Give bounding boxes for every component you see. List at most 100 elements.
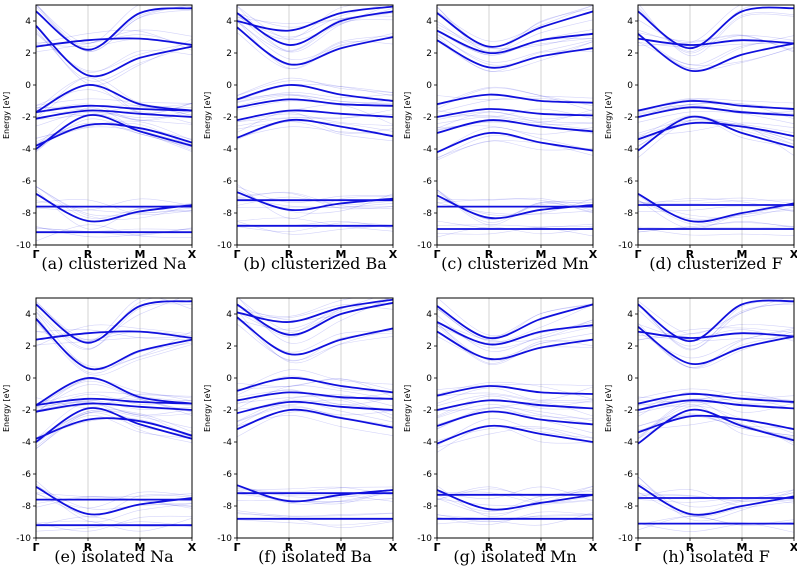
x-tick-label: M [737, 541, 748, 554]
faint-band [437, 224, 593, 237]
band-line [36, 318, 192, 371]
band-line [237, 118, 393, 139]
y-tick-label: 0 [226, 81, 232, 91]
faint-band [638, 323, 794, 342]
faint-band [36, 109, 192, 124]
band-line [437, 424, 593, 445]
band-panel: 4 2 0 -2 -4 -6 -8 -10 Energy [eV] Γ R M X [203, 297, 398, 554]
faint-band [36, 391, 192, 405]
faint-band [237, 512, 393, 528]
faint-band [237, 513, 393, 517]
y-tick-label: -6 [624, 177, 633, 187]
y-tick-label: -6 [22, 470, 31, 480]
faint-band [237, 369, 393, 393]
band-line [638, 33, 794, 72]
faint-band [437, 19, 593, 52]
x-tick-label: R [485, 541, 494, 554]
band-line [638, 121, 794, 141]
faint-band [36, 496, 192, 508]
y-tick-label: -4 [423, 145, 432, 155]
y-tick-label: -10 [16, 534, 31, 544]
faint-band [437, 491, 593, 512]
faint-band [237, 14, 393, 51]
band-line [638, 106, 794, 118]
faint-band [237, 83, 393, 101]
x-tick-label: Γ [32, 248, 39, 261]
y-tick-label: -4 [223, 438, 232, 448]
faint-band [36, 303, 192, 350]
x-tick-label: R [84, 248, 93, 261]
faint-band [638, 115, 794, 145]
faint-band [237, 519, 393, 526]
faint-band [237, 305, 393, 334]
y-axis-label: Energy [eV] [203, 92, 212, 139]
band-line [437, 321, 593, 346]
x-tick-label: X [389, 248, 398, 261]
band-line [36, 7, 192, 51]
y-tick-label: -8 [423, 502, 432, 512]
y-tick-label: -6 [223, 177, 232, 187]
faint-band [437, 86, 593, 112]
y-tick-label: -6 [624, 470, 633, 480]
faint-band [437, 109, 593, 124]
band-line [36, 402, 192, 413]
band-line [638, 100, 794, 112]
band-line [36, 417, 192, 440]
x-tick-label: R [285, 248, 294, 261]
band-line [36, 193, 192, 223]
y-axis-label: Energy [eV] [604, 385, 613, 432]
subfigure-caption: (d) clusterized F [649, 254, 783, 273]
faint-band [638, 405, 794, 446]
faint-band [638, 415, 794, 428]
y-tick-label: -4 [22, 438, 31, 448]
faint-band [237, 298, 356, 317]
band-line [237, 298, 393, 323]
faint-band [237, 92, 393, 103]
faint-band [638, 119, 794, 142]
faint-band [36, 492, 192, 498]
faint-band [36, 198, 192, 211]
faint-band [437, 111, 593, 130]
band-line [36, 407, 192, 443]
faint-band [237, 94, 393, 106]
band-line [36, 300, 192, 344]
axes-frame [236, 4, 394, 246]
band-line [237, 84, 393, 102]
faint-band [36, 33, 192, 72]
band-line [36, 25, 192, 78]
y-tick-label: 2 [25, 342, 31, 352]
band-line [638, 330, 794, 339]
band-line [237, 109, 393, 122]
faint-band [437, 401, 593, 417]
band-line [237, 301, 393, 336]
bands-group [237, 5, 393, 235]
faint-band [36, 483, 192, 523]
faint-band [437, 322, 593, 362]
faint-band [638, 413, 794, 436]
faint-band [638, 197, 794, 204]
y-tick-label: -2 [22, 113, 31, 123]
bands-group [638, 5, 794, 236]
band-line [36, 377, 192, 406]
x-tick-label: M [135, 248, 146, 261]
y-axis-label: Energy [eV] [403, 385, 412, 432]
faint-band [437, 226, 593, 235]
faint-band [638, 8, 794, 54]
y-tick-label: -4 [624, 438, 633, 448]
faint-band [237, 489, 393, 505]
y-tick-label: 2 [627, 342, 633, 352]
band-line [437, 39, 593, 69]
faint-band [437, 486, 593, 502]
faint-band [437, 514, 593, 519]
faint-band [437, 498, 593, 506]
y-tick-label: 2 [25, 49, 31, 59]
x-tick-label: X [188, 541, 197, 554]
faint-band [36, 186, 192, 220]
x-tick-label: R [686, 541, 695, 554]
faint-band [437, 404, 593, 425]
band-line [237, 377, 393, 394]
band-line [36, 330, 192, 341]
band-line [437, 489, 593, 511]
faint-band [36, 190, 192, 230]
faint-band [437, 5, 593, 48]
